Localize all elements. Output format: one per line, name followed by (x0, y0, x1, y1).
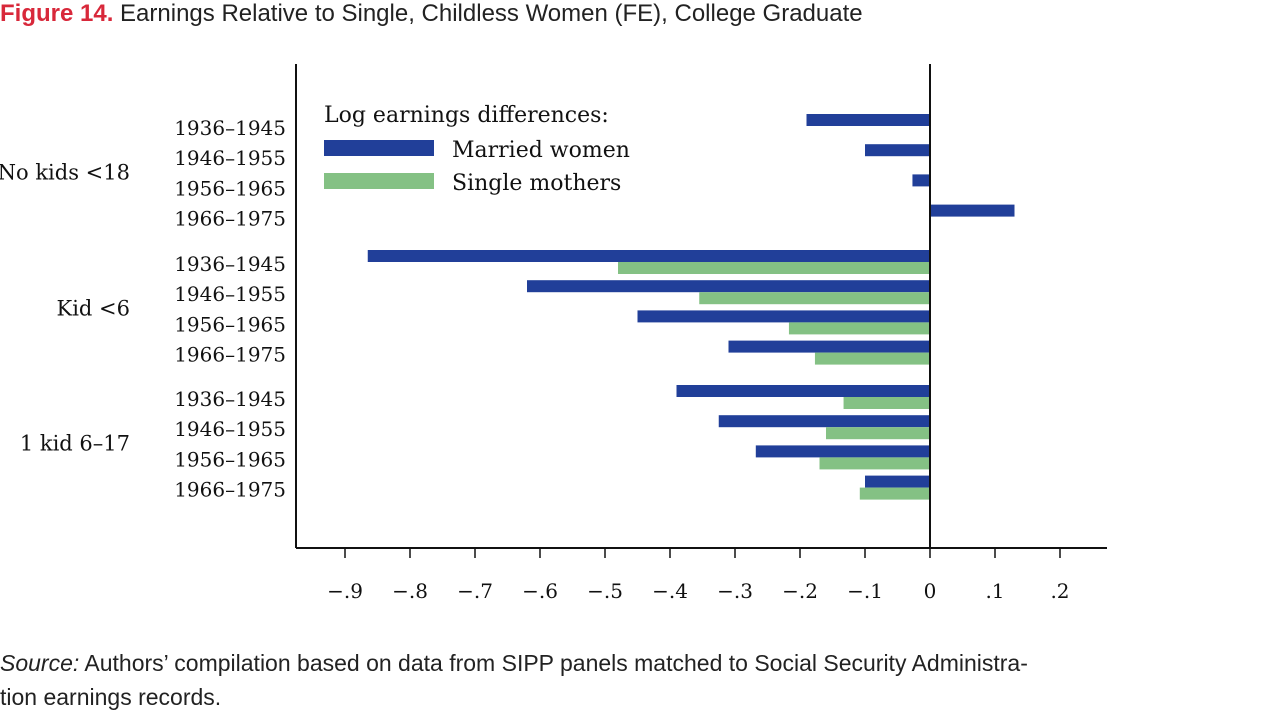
x-tick-label: .2 (1050, 579, 1069, 603)
bar-married-women (930, 204, 1015, 217)
bar-chart: 1936–1945 1946–1955 1956–1965 1966–1975 1936… (0, 64, 1107, 603)
group-label: Kid <6 (57, 296, 130, 320)
bar-single-mothers (699, 292, 930, 305)
x-tick-label: −.8 (392, 579, 428, 603)
category-label: 1956–1965 (174, 312, 286, 336)
category-label: 1946–1955 (174, 282, 286, 306)
source-label: Source: (0, 650, 80, 676)
x-tick-label: −.5 (587, 579, 623, 603)
bar-single-mothers (788, 322, 930, 335)
legend-title: Log earnings differences: (324, 103, 609, 128)
bar-married-women (718, 415, 930, 428)
source-note: Source: Authors’ compilation based on da… (0, 646, 1280, 714)
bar-married-women (367, 250, 930, 262)
x-tick-label: −.3 (717, 579, 753, 603)
x-tick-label: −.4 (652, 579, 688, 603)
x-tick-label: 0 (924, 579, 937, 603)
legend-swatch (324, 173, 434, 189)
bar-married-women (865, 144, 930, 157)
source-line-1: Source: Authors’ compilation based on da… (0, 646, 1280, 680)
x-tick-label: .1 (985, 579, 1004, 603)
bar-single-mothers (859, 487, 930, 500)
category-label: 1936–1945 (174, 252, 286, 276)
bar-married-women (527, 280, 930, 293)
category-label: 1966–1975 (174, 343, 286, 367)
x-tick-label: −.9 (327, 579, 363, 603)
category-label: 1966–1975 (174, 478, 286, 502)
category-label: 1946–1955 (174, 146, 286, 170)
bar-single-mothers (819, 457, 930, 470)
bar-married-women (912, 174, 930, 187)
legend-label: Married women (452, 138, 630, 163)
bar-married-women (865, 475, 930, 488)
x-tick-label: −.1 (847, 579, 883, 603)
category-label: 1966–1975 (174, 207, 286, 231)
bar-married-women (676, 385, 930, 397)
bar-married-women (637, 310, 930, 323)
bar-single-mothers (814, 352, 930, 365)
group-label: 1 kid 6–17 (20, 431, 130, 455)
source-text-1: Authors’ compilation based on data from … (79, 650, 1028, 676)
bar-married-women (728, 340, 930, 353)
bar-single-mothers (618, 262, 930, 274)
x-tick-label: −.7 (457, 579, 493, 603)
x-tick-label: −.6 (522, 579, 558, 603)
source-line-2: tion earnings records. (0, 684, 222, 710)
legend-label: Single mothers (452, 171, 621, 196)
category-label: 1956–1965 (174, 447, 286, 471)
figure-title-text: Earnings Relative to Single, Childless W… (120, 0, 863, 27)
bar-single-mothers (843, 397, 930, 409)
figure-number: Figure 14. (0, 0, 114, 27)
group-label: No kids <18 (0, 160, 130, 184)
legend-swatch (324, 140, 434, 156)
bar-married-women (806, 114, 930, 126)
bar-married-women (755, 445, 930, 458)
category-label: 1946–1955 (174, 417, 286, 441)
category-label: 1956–1965 (174, 176, 286, 200)
figure-title: Figure 14. Earnings Relative to Single, … (0, 0, 1280, 28)
bar-single-mothers (826, 427, 930, 440)
category-label: 1936–1945 (174, 387, 286, 411)
category-label: 1936–1945 (174, 116, 286, 140)
x-tick-label: −.2 (782, 579, 818, 603)
